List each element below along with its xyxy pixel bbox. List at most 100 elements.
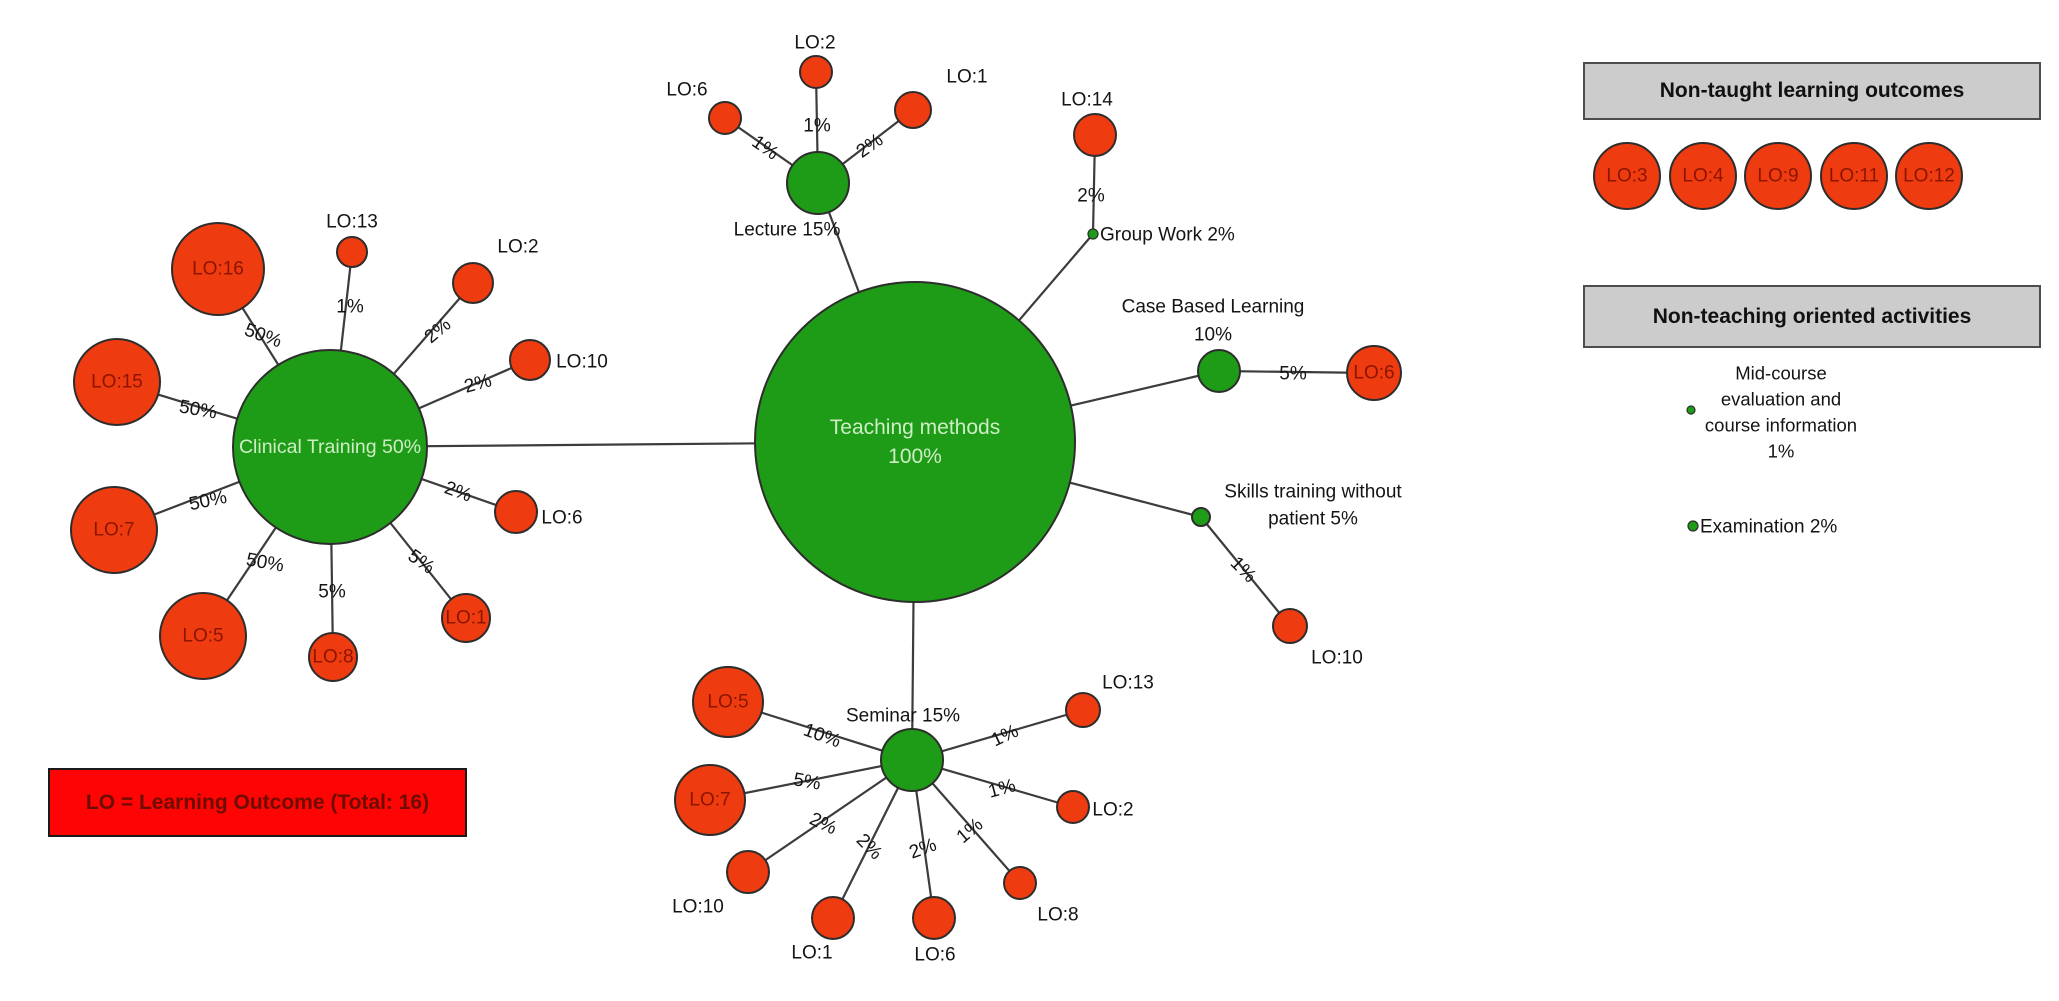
legend-note-box: LO = Learning Outcome (Total: 16) bbox=[48, 768, 467, 837]
edge-label-clinical-cli-lo16: 50% bbox=[242, 320, 285, 353]
node-cli-lo2 bbox=[452, 262, 494, 304]
node-lec-lo1 bbox=[894, 91, 932, 129]
panel-non-teaching-title: Non-teaching oriented activities bbox=[1652, 304, 1972, 328]
node-nt-lo3 bbox=[1593, 142, 1661, 210]
edge-label-clinical-cli-lo15: 50% bbox=[177, 396, 218, 423]
node-cli-lo7 bbox=[70, 486, 158, 574]
label-cli-lo5: LO:5 bbox=[182, 626, 223, 647]
edge-label-seminar-sem-lo6: 2% bbox=[907, 834, 940, 863]
edge-label-seminar-sem-lo5: 10% bbox=[801, 720, 844, 753]
edge-label-cbl-cbl-lo6: 5% bbox=[1279, 364, 1307, 385]
edge-label-clinical-cli-lo10: 2% bbox=[462, 370, 494, 397]
label-sem-lo6: LO:6 bbox=[914, 945, 955, 966]
node-cli-lo5 bbox=[159, 592, 247, 680]
node-groupwork bbox=[1087, 228, 1099, 240]
edge-seminar-sem-lo10 bbox=[747, 759, 913, 873]
node-nt-lo4 bbox=[1669, 142, 1737, 210]
node-midcourse bbox=[1686, 405, 1696, 415]
label-clinical: Clinical Training 50% bbox=[239, 436, 421, 458]
label-lec-lo1: LO:1 bbox=[946, 67, 987, 88]
node-cli-lo1 bbox=[441, 593, 491, 643]
label-cli-lo2: LO:2 bbox=[497, 237, 538, 258]
edge-label-seminar-sem-lo7: 5% bbox=[792, 769, 823, 794]
edge-label-clinical-cli-lo6: 2% bbox=[442, 477, 475, 506]
edge-label-clinical-cli-lo8: 5% bbox=[318, 582, 346, 603]
node-sem-lo2 bbox=[1056, 790, 1090, 824]
label-teaching: 100% bbox=[888, 445, 942, 468]
label-sem-lo5: LO:5 bbox=[707, 692, 748, 713]
edge-skills-ski-lo10 bbox=[1200, 516, 1291, 627]
edge-label-seminar-sem-lo1: 2% bbox=[852, 830, 886, 864]
label-sem-lo1: LO:1 bbox=[791, 943, 832, 964]
label-skills: Skills training without bbox=[1224, 482, 1402, 503]
edge-label-clinical-cli-lo7: 50% bbox=[187, 487, 229, 515]
node-cli-lo8 bbox=[308, 632, 358, 682]
label-nt-lo11: LO:11 bbox=[1829, 166, 1879, 187]
label-lec-lo6: LO:6 bbox=[666, 80, 707, 101]
node-sem-lo7 bbox=[674, 764, 746, 836]
node-nt-lo11 bbox=[1820, 142, 1888, 210]
label-cbl-lo6: LO:6 bbox=[1353, 363, 1394, 384]
label-skills: patient 5% bbox=[1268, 509, 1358, 530]
node-cbl bbox=[1197, 349, 1241, 393]
node-teaching bbox=[754, 281, 1076, 603]
node-cbl-lo6 bbox=[1346, 345, 1402, 401]
label-sem-lo7: LO:7 bbox=[689, 790, 730, 811]
node-sem-lo1 bbox=[811, 896, 855, 940]
node-lo14 bbox=[1073, 113, 1117, 157]
panel-non-taught-header: Non-taught learning outcomes bbox=[1583, 62, 2041, 120]
label-lo14: LO:14 bbox=[1061, 90, 1113, 111]
node-sem-lo6 bbox=[912, 896, 956, 940]
node-exam bbox=[1687, 520, 1699, 532]
edge-label-lecture-lec-lo2: 1% bbox=[803, 116, 831, 137]
node-nt-lo12 bbox=[1895, 142, 1963, 210]
node-ski-lo10 bbox=[1272, 608, 1308, 644]
label-groupwork: Group Work 2% bbox=[1100, 225, 1235, 246]
label-midcourse: evaluation and bbox=[1721, 389, 1841, 410]
label-cli-lo7: LO:7 bbox=[93, 520, 134, 541]
node-sem-lo5 bbox=[692, 666, 764, 738]
label-cli-lo16: LO:16 bbox=[192, 259, 244, 280]
edge-label-clinical-cli-lo13: 1% bbox=[336, 297, 364, 318]
node-cli-lo6 bbox=[494, 490, 538, 534]
label-cbl: Case Based Learning bbox=[1122, 297, 1305, 318]
label-nt-lo3: LO:3 bbox=[1606, 166, 1647, 187]
edge-label-clinical-cli-lo2: 2% bbox=[421, 314, 456, 348]
panel-non-taught-title: Non-taught learning outcomes bbox=[1659, 79, 1965, 102]
node-lec-lo2 bbox=[799, 55, 833, 89]
label-sem-lo10: LO:10 bbox=[672, 897, 724, 918]
node-cli-lo15 bbox=[73, 338, 161, 426]
edge-label-lo14-groupwork: 2% bbox=[1077, 186, 1105, 207]
edge-label-seminar-sem-lo8: 1% bbox=[953, 814, 988, 848]
legend-note-text: LO = Learning Outcome (Total: 16) bbox=[85, 790, 430, 814]
label-cli-lo15: LO:15 bbox=[91, 372, 143, 393]
node-nt-lo9 bbox=[1744, 142, 1812, 210]
label-nt-lo9: LO:9 bbox=[1757, 166, 1798, 187]
node-lecture bbox=[786, 151, 850, 215]
edge-label-seminar-sem-lo13: 1% bbox=[988, 721, 1022, 752]
node-lec-lo6 bbox=[708, 101, 742, 135]
label-midcourse: 1% bbox=[1768, 441, 1795, 462]
label-ski-lo10: LO:10 bbox=[1311, 648, 1363, 669]
label-teaching: Teaching methods bbox=[830, 416, 1000, 439]
edge-label-clinical-cli-lo1: 5% bbox=[404, 546, 439, 579]
edge-label-clinical-cli-lo5: 50% bbox=[244, 549, 285, 576]
node-cli-lo16 bbox=[171, 222, 265, 316]
label-sem-lo8: LO:8 bbox=[1037, 905, 1078, 926]
label-cli-lo13: LO:13 bbox=[326, 212, 378, 233]
label-midcourse: Mid-course bbox=[1735, 363, 1827, 384]
label-cli-lo1: LO:1 bbox=[445, 608, 486, 629]
node-skills bbox=[1191, 507, 1211, 527]
label-exam: Examination 2% bbox=[1700, 517, 1837, 538]
label-sem-lo13: LO:13 bbox=[1102, 673, 1154, 694]
label-cli-lo10: LO:10 bbox=[556, 352, 608, 373]
label-nt-lo12: LO:12 bbox=[1903, 166, 1955, 187]
node-sem-lo8 bbox=[1003, 866, 1037, 900]
node-cli-lo13 bbox=[336, 236, 368, 268]
label-lec-lo2: LO:2 bbox=[794, 33, 835, 54]
node-clinical bbox=[232, 349, 428, 545]
label-seminar: Seminar 15% bbox=[846, 706, 960, 727]
node-cli-lo10 bbox=[509, 339, 551, 381]
label-cli-lo8: LO:8 bbox=[312, 647, 353, 668]
